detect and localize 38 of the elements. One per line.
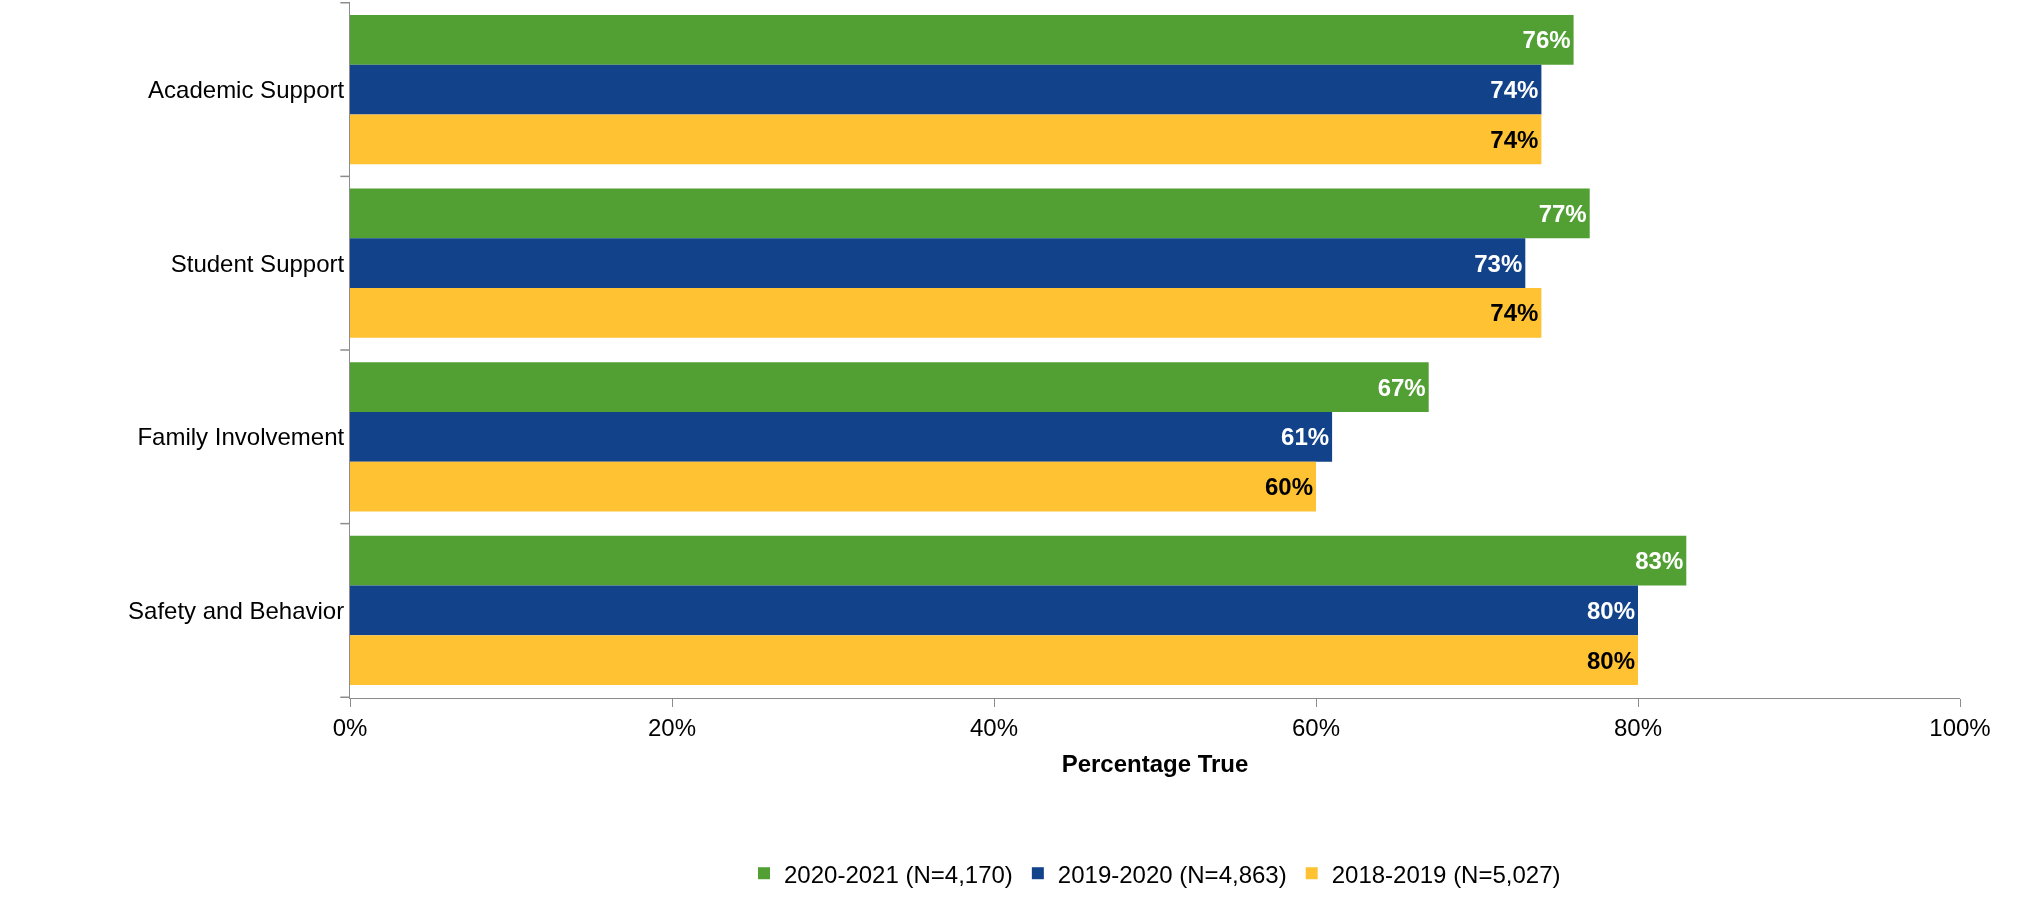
data-label: 74%: [1490, 299, 1539, 327]
data-label: 61%: [1281, 423, 1330, 451]
x-tick-label: 100%: [1929, 713, 1991, 741]
x-axis-title: Percentage True: [1061, 750, 1249, 778]
data-label: 60%: [1264, 473, 1313, 501]
data-label: 80%: [1586, 596, 1635, 624]
data-label: 83%: [1635, 547, 1684, 575]
x-tick-label: 20%: [647, 713, 697, 741]
data-label: 67%: [1377, 373, 1426, 401]
y-tick-label: Academic Support: [148, 75, 345, 103]
data-label: 80%: [1586, 646, 1635, 674]
bar: [350, 411, 1333, 462]
legend-label: 2019-2020 (N=4,863): [1057, 860, 1287, 888]
bar: [350, 14, 1574, 65]
y-tick-label: Safety and Behavior: [128, 596, 345, 624]
bar: [350, 585, 1638, 636]
legend-label: 2020-2021 (N=4,170): [784, 860, 1013, 888]
bar: [350, 114, 1542, 165]
bar: [350, 535, 1687, 586]
x-tick-label: 40%: [969, 713, 1019, 741]
x-tick-label: 80%: [1613, 713, 1663, 741]
y-tick-label: Student Support: [170, 249, 345, 277]
data-label: 73%: [1474, 249, 1523, 277]
legend-label: 2018-2019 (N=5,027): [1331, 860, 1561, 888]
y-tick-label: Family Involvement: [137, 423, 345, 451]
data-label: 74%: [1490, 76, 1539, 104]
data-label: 77%: [1538, 199, 1587, 227]
bar: [350, 362, 1429, 412]
data-label: 76%: [1522, 26, 1571, 54]
bar: [350, 635, 1638, 686]
bar: [350, 188, 1590, 239]
bar: [350, 288, 1542, 338]
bar: [350, 238, 1526, 289]
bar: [350, 461, 1316, 512]
x-tick-label: 60%: [1291, 713, 1341, 741]
x-tick-label: 0%: [332, 713, 368, 741]
data-label: 74%: [1490, 125, 1539, 153]
bar: [350, 64, 1542, 115]
